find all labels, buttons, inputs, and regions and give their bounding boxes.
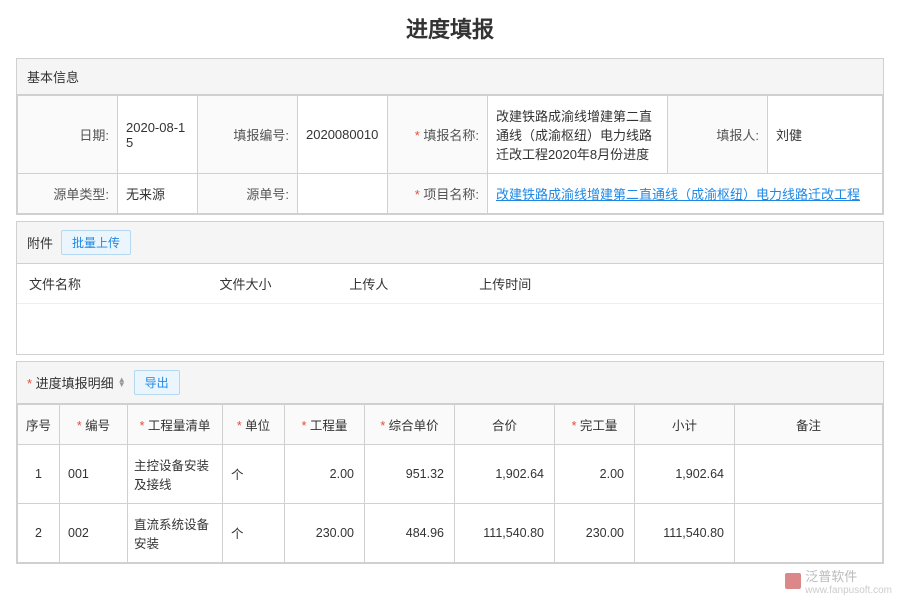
table-row[interactable]: 1001主控设备安装及接线个2.00951.321,902.642.001,90… xyxy=(18,444,883,503)
label-project-name: 项目名称: xyxy=(415,187,479,202)
col-file-name: 文件名称 xyxy=(17,264,208,304)
cell-total: 111,540.80 xyxy=(455,503,555,562)
col-qty: 工程量 xyxy=(302,419,348,433)
cell-subtotal: 1,902.64 xyxy=(635,444,735,503)
cell-price: 484.96 xyxy=(365,503,455,562)
cell-done: 230.00 xyxy=(555,503,635,562)
detail-title: 进度填报明细 xyxy=(27,373,114,392)
watermark-url: www.fanpusoft.com xyxy=(805,585,892,596)
value-report-name: 改建铁路成渝线增建第二直通线（成渝枢纽）电力线路迁改工程2020年8月份进度 xyxy=(488,96,668,174)
cell-unit: 个 xyxy=(223,503,285,562)
cell-qty: 230.00 xyxy=(285,503,365,562)
cell-done: 2.00 xyxy=(555,444,635,503)
export-button[interactable]: 导出 xyxy=(134,370,180,395)
cell-seq: 2 xyxy=(18,503,60,562)
cell-remark xyxy=(735,444,883,503)
value-source-type: 无来源 xyxy=(118,174,198,214)
label-report-no: 填报编号: xyxy=(198,96,298,174)
basic-info-header: 基本信息 xyxy=(17,59,883,95)
detail-header: 进度填报明细 ▲▼ 导出 xyxy=(17,362,883,404)
batch-upload-button[interactable]: 批量上传 xyxy=(61,230,131,255)
col-remark: 备注 xyxy=(735,404,883,444)
detail-panel: 进度填报明细 ▲▼ 导出 序号 编号 工程量清单 单位 工程量 综合单价 合价 … xyxy=(16,361,884,564)
col-uploader: 上传人 xyxy=(337,264,467,304)
col-list-name: 工程量清单 xyxy=(140,419,211,433)
watermark-brand: 泛普软件 xyxy=(805,569,857,584)
cell-subtotal: 111,540.80 xyxy=(635,503,735,562)
cell-unit: 个 xyxy=(223,444,285,503)
label-report-name: 填报名称: xyxy=(415,128,479,143)
attachments-empty xyxy=(17,304,883,354)
col-file-size: 文件大小 xyxy=(208,264,338,304)
label-reporter: 填报人: xyxy=(668,96,768,174)
cell-list-name: 主控设备安装及接线 xyxy=(128,444,223,503)
col-code: 编号 xyxy=(77,419,110,433)
col-total: 合价 xyxy=(455,404,555,444)
basic-info-table: 日期: 2020-08-15 填报编号: 2020080010 填报名称: 改建… xyxy=(17,95,883,214)
sort-icon[interactable]: ▲▼ xyxy=(118,377,126,387)
cell-remark xyxy=(735,503,883,562)
col-unit: 单位 xyxy=(237,419,270,433)
cell-qty: 2.00 xyxy=(285,444,365,503)
logo-icon xyxy=(785,573,801,589)
cell-code: 001 xyxy=(60,444,128,503)
col-upload-time: 上传时间 xyxy=(467,264,883,304)
cell-total: 1,902.64 xyxy=(455,444,555,503)
value-date: 2020-08-15 xyxy=(118,96,198,174)
cell-list-name: 直流系统设备安装 xyxy=(128,503,223,562)
table-row[interactable]: 2002直流系统设备安装个230.00484.96111,540.80230.0… xyxy=(18,503,883,562)
attachments-table: 文件名称 文件大小 上传人 上传时间 xyxy=(17,264,883,354)
label-source-no: 源单号: xyxy=(198,174,298,214)
attachments-header: 附件 批量上传 xyxy=(17,222,883,264)
col-subtotal: 小计 xyxy=(635,404,735,444)
basic-info-panel: 基本信息 日期: 2020-08-15 填报编号: 2020080010 填报名… xyxy=(16,58,884,215)
label-source-type: 源单类型: xyxy=(18,174,118,214)
cell-price: 951.32 xyxy=(365,444,455,503)
page-title: 进度填报 xyxy=(0,0,900,52)
project-name-link[interactable]: 改建铁路成渝线增建第二直通线（成渝枢纽）电力线路迁改工程 xyxy=(496,187,860,202)
detail-table: 序号 编号 工程量清单 单位 工程量 综合单价 合价 完工量 小计 备注 100… xyxy=(17,404,883,563)
col-price: 综合单价 xyxy=(380,419,438,433)
value-reporter: 刘健 xyxy=(768,96,883,174)
label-date: 日期: xyxy=(18,96,118,174)
value-source-no xyxy=(298,174,388,214)
cell-seq: 1 xyxy=(18,444,60,503)
col-done: 完工量 xyxy=(572,419,618,433)
attachments-title: 附件 xyxy=(27,233,53,252)
cell-code: 002 xyxy=(60,503,128,562)
attachments-panel: 附件 批量上传 文件名称 文件大小 上传人 上传时间 xyxy=(16,221,884,355)
watermark: 泛普软件 www.fanpusoft.com xyxy=(785,566,892,596)
value-report-no: 2020080010 xyxy=(298,96,388,174)
col-seq: 序号 xyxy=(18,404,60,444)
